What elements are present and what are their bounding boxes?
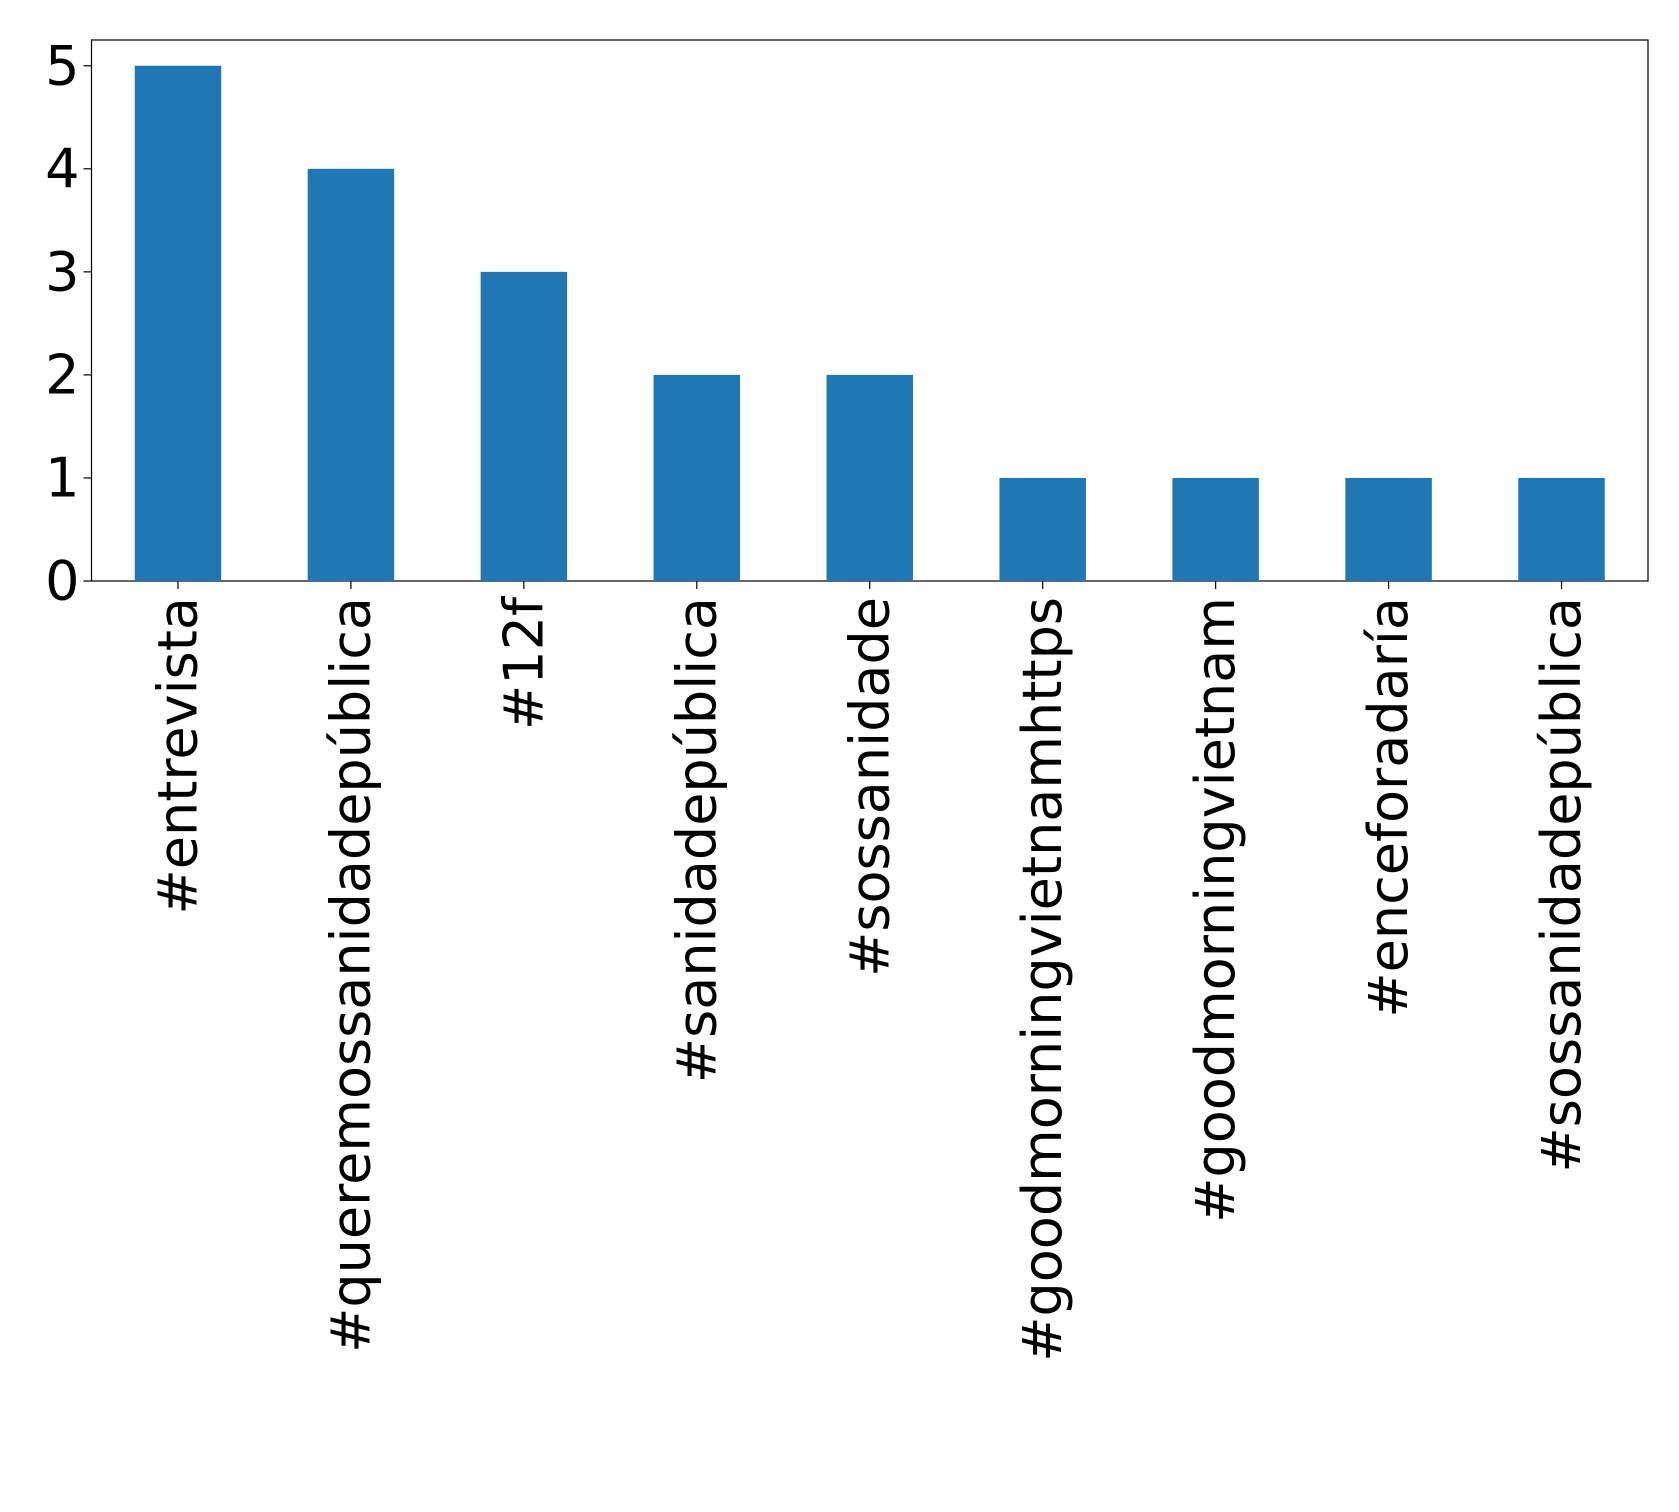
x-tick-label: #12f: [492, 595, 555, 730]
bar: [653, 374, 741, 581]
bar: [134, 65, 222, 581]
y-tick-label: 1: [45, 446, 79, 509]
x-tick-label: #sanidadepública: [665, 597, 728, 1083]
x-tick-label: #sossanidadepública: [1530, 597, 1593, 1172]
bar: [480, 271, 568, 581]
bar: [307, 168, 395, 582]
bar: [1518, 477, 1605, 581]
bar: [826, 374, 913, 581]
x-tick-label: #enceforadaría: [1357, 597, 1420, 1018]
y-tick-label: 3: [45, 240, 79, 303]
x-tick-label: #entrevista: [146, 597, 209, 914]
y-tick-label: 4: [45, 137, 79, 200]
bar: [1172, 477, 1259, 581]
bar: [1345, 477, 1432, 581]
x-tick-label: #goodmorningvietnamhttps: [1011, 597, 1074, 1362]
y-tick-label: 2: [45, 343, 79, 406]
y-tick-label: 0: [45, 550, 79, 613]
x-tick-label: #sossanidade: [838, 597, 901, 977]
y-tick-label: 5: [45, 34, 79, 97]
x-tick-label: #goodmorningvietnam: [1184, 597, 1247, 1223]
bar: [999, 477, 1086, 581]
x-tick-label: #queremossanidadepública: [319, 597, 382, 1353]
